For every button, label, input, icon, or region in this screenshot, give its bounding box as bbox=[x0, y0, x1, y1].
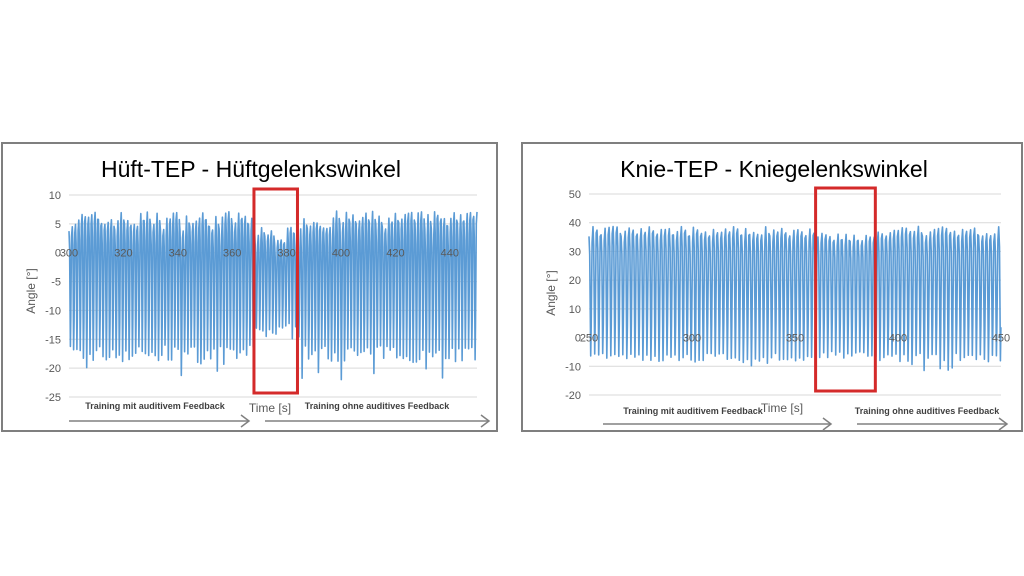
y-tick-label: -10 bbox=[565, 361, 581, 373]
hip-chart: Hüft-TEP - Hüftgelenkswinkel 300 320 340 36… bbox=[24, 156, 491, 428]
annotation-right: Training ohne auditives Feedback bbox=[855, 406, 1001, 416]
x-tick-label: 320 bbox=[114, 248, 132, 260]
x-tick-label: 420 bbox=[386, 248, 404, 260]
x-tick-labels: 300 320 340 360 380 400 420 440 bbox=[60, 248, 459, 260]
y-tick-label: 0 bbox=[55, 248, 61, 260]
x-tick-label: 360 bbox=[223, 248, 241, 260]
y-tick-label: 10 bbox=[569, 304, 581, 316]
x-tick-label: 380 bbox=[277, 248, 295, 260]
x-tick-label: 450 bbox=[992, 333, 1010, 345]
annotation-right: Training ohne auditives Feedback bbox=[305, 401, 451, 411]
series-line bbox=[588, 225, 1002, 372]
series-line bbox=[68, 210, 478, 381]
x-tick-labels: 250 300 350 400 450 bbox=[580, 333, 1010, 345]
chart-title: Knie-TEP - Kniegelenkswinkel bbox=[620, 156, 928, 182]
y-tick-label: -20 bbox=[45, 363, 61, 375]
x-axis-label: Time [s] bbox=[249, 401, 291, 415]
hip-chart-panel: Hüft-TEP - Hüftgelenkswinkel 300 320 340 36… bbox=[1, 142, 498, 432]
y-tick-label: -10 bbox=[45, 305, 61, 317]
x-tick-label: 300 bbox=[60, 248, 78, 260]
y-tick-label: -25 bbox=[45, 392, 61, 404]
annotation-left: Training mit auditivem Feedback bbox=[85, 401, 226, 411]
arrow-right bbox=[857, 417, 1009, 430]
y-tick-label: 10 bbox=[49, 190, 61, 202]
x-tick-label: 440 bbox=[441, 248, 459, 260]
highlight-box bbox=[252, 187, 299, 395]
x-tick-label: 340 bbox=[169, 248, 187, 260]
x-tick-label: 400 bbox=[332, 248, 350, 260]
arrow-left bbox=[69, 414, 251, 428]
arrow-left bbox=[603, 417, 833, 430]
y-axis-label: Angle [°] bbox=[544, 270, 558, 316]
y-tick-label: -15 bbox=[45, 334, 61, 346]
y-tick-labels: 10 5 0 -5 -10 -15 -20 -25 bbox=[45, 190, 61, 404]
knee-chart: Knie-TEP - Kniegelenkswinkel 250 300 350 40… bbox=[544, 156, 1010, 430]
annotation-left: Training mit auditivem Feedback bbox=[623, 406, 764, 416]
x-axis-label: Time [s] bbox=[761, 401, 803, 415]
y-tick-label: 40 bbox=[569, 218, 581, 230]
data-series bbox=[68, 210, 478, 381]
arrow-right bbox=[265, 414, 491, 428]
y-tick-label: 20 bbox=[569, 275, 581, 287]
y-tick-label: -5 bbox=[51, 277, 61, 289]
knee-chart-panel: Knie-TEP - Kniegelenkswinkel 250 300 350 40… bbox=[521, 142, 1023, 432]
chart-title: Hüft-TEP - Hüftgelenkswinkel bbox=[101, 156, 401, 182]
y-tick-label: 50 bbox=[569, 189, 581, 201]
x-tick-label: 350 bbox=[786, 333, 804, 345]
x-tick-label: 400 bbox=[889, 333, 907, 345]
y-tick-label: 5 bbox=[55, 219, 61, 231]
y-tick-label: 30 bbox=[569, 246, 581, 258]
x-tick-label: 250 bbox=[580, 333, 598, 345]
y-tick-labels: 50 40 30 20 10 0 -10 -20 bbox=[565, 189, 581, 402]
y-axis-label: Angle [°] bbox=[24, 268, 38, 314]
data-series bbox=[588, 225, 1002, 372]
highlight-box bbox=[814, 186, 877, 393]
y-tick-label: -20 bbox=[565, 390, 581, 402]
y-tick-label: 0 bbox=[575, 333, 581, 345]
x-tick-label: 300 bbox=[683, 333, 701, 345]
